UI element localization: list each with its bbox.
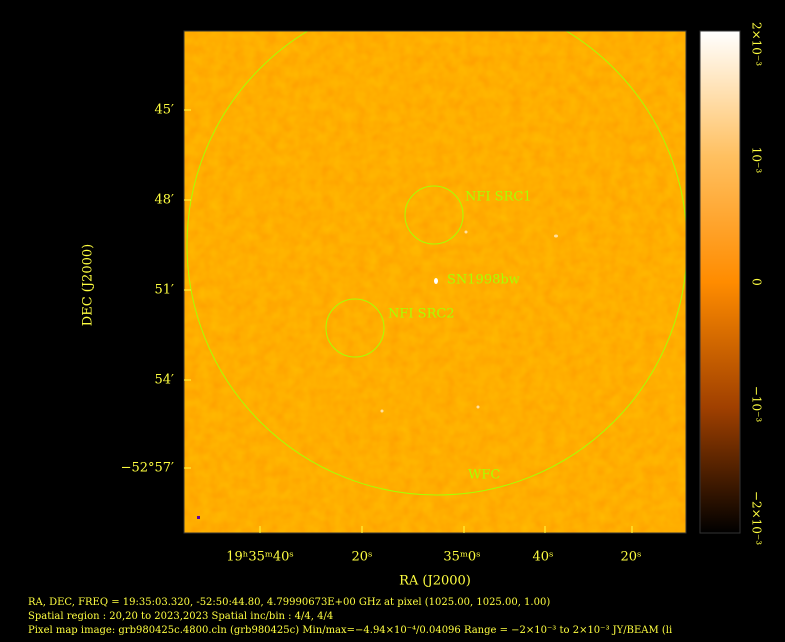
y-tick-label: 45′ <box>155 103 175 118</box>
y-axis-label: DEC (J2000) <box>81 244 96 326</box>
nfi-src1-circle <box>404 185 464 245</box>
y-tick-label: 54′ <box>155 373 175 388</box>
footer-line: Spatial region : 20,20 to 2023,2023 Spat… <box>28 611 333 622</box>
x-tick-label: 20ˢ <box>621 550 642 565</box>
source <box>380 409 384 413</box>
footer-line: Pixel map image: grb980425c.4800.cln (gr… <box>28 625 672 636</box>
x-tick-label: 40ˢ <box>533 550 554 565</box>
colorbar-tick-label: −10⁻³ <box>750 386 764 423</box>
x-tick-label: 19ʰ35ᵐ40ˢ <box>226 550 294 565</box>
source <box>464 230 468 234</box>
footer-line: RA, DEC, FREQ = 19:35:03.320, -52:50:44.… <box>28 597 550 608</box>
y-tick-label: 48′ <box>155 193 175 208</box>
colorbar-tick-label: 10⁻³ <box>750 147 764 174</box>
colorbar-tick-label: 0 <box>750 278 764 286</box>
colorbar-tick-label: −2×10⁻³ <box>750 491 764 545</box>
x-tick-label: 35ᵐ0ˢ <box>443 550 480 565</box>
source <box>434 278 438 284</box>
source <box>476 405 480 409</box>
ticks <box>184 109 633 533</box>
annotation: SN1998bw <box>447 273 520 288</box>
x-tick-label: 20ˢ <box>352 550 373 565</box>
colorbar-tick-label: 2×10⁻³ <box>750 22 764 66</box>
annotation: NFI SRC2 <box>388 307 455 322</box>
x-axis-label: RA (J2000) <box>399 574 471 589</box>
sources <box>380 230 558 413</box>
colorbar <box>699 30 741 534</box>
y-tick-label: 51′ <box>155 283 175 298</box>
beam <box>197 516 200 519</box>
source <box>554 234 558 238</box>
annotation: WFC <box>468 468 500 483</box>
wfc-circle <box>186 31 686 496</box>
image-frame <box>183 30 687 534</box>
y-tick-label: −52°57′ <box>121 461 174 476</box>
overlay <box>186 31 686 496</box>
nfi-src2-circle <box>325 298 385 358</box>
annotation: NFI SRC1 <box>465 190 532 205</box>
